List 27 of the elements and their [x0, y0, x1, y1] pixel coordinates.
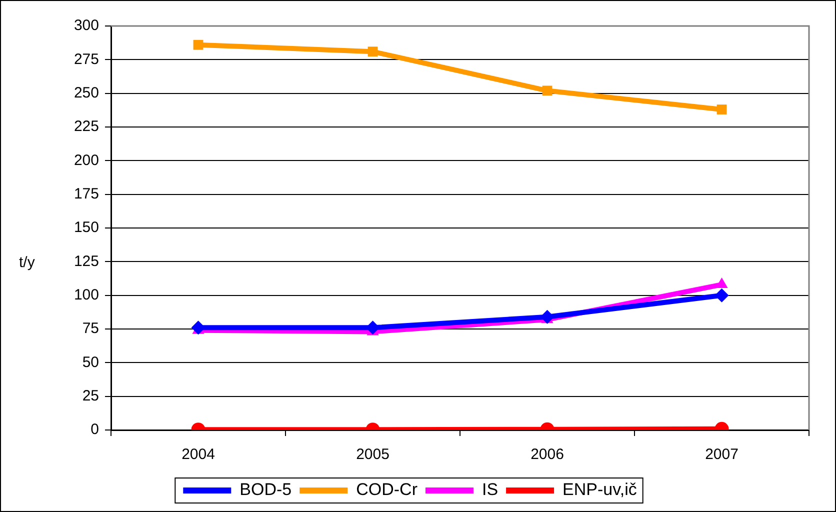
y-tick-label: 200 — [74, 152, 99, 169]
y-tick-label: 150 — [74, 219, 99, 236]
point — [716, 278, 728, 288]
y-tick-label: 125 — [74, 252, 99, 270]
y-tick-label: 175 — [74, 185, 99, 202]
x-tick-label: 2006 — [530, 446, 564, 464]
y-tick-label: 0 — [90, 421, 99, 438]
legend-label: IS — [482, 480, 498, 500]
y-tick-label: 75 — [82, 320, 99, 338]
x-tick-label: 2007 — [705, 446, 738, 464]
y-axis-title: t/y — [19, 254, 36, 272]
y-tick-label: 225 — [74, 118, 99, 136]
legend-label: COD-Cr — [356, 480, 418, 500]
y-tick-label: 25 — [82, 387, 99, 404]
y-tick-label: 250 — [74, 84, 99, 102]
point — [193, 40, 204, 50]
legend-label: BOD-5 — [240, 480, 292, 500]
legend-label: ENP-uv,ič — [562, 480, 638, 500]
x-tick-label: 2004 — [182, 446, 215, 464]
y-tick-label: 275 — [74, 50, 99, 68]
point — [542, 86, 552, 96]
y-tick-label: 50 — [82, 354, 99, 371]
y-tick-label: 300 — [74, 17, 99, 34]
point — [368, 46, 378, 57]
y-tick-label: 100 — [74, 286, 99, 304]
x-tick-label: 2005 — [356, 446, 390, 464]
point — [716, 104, 727, 114]
